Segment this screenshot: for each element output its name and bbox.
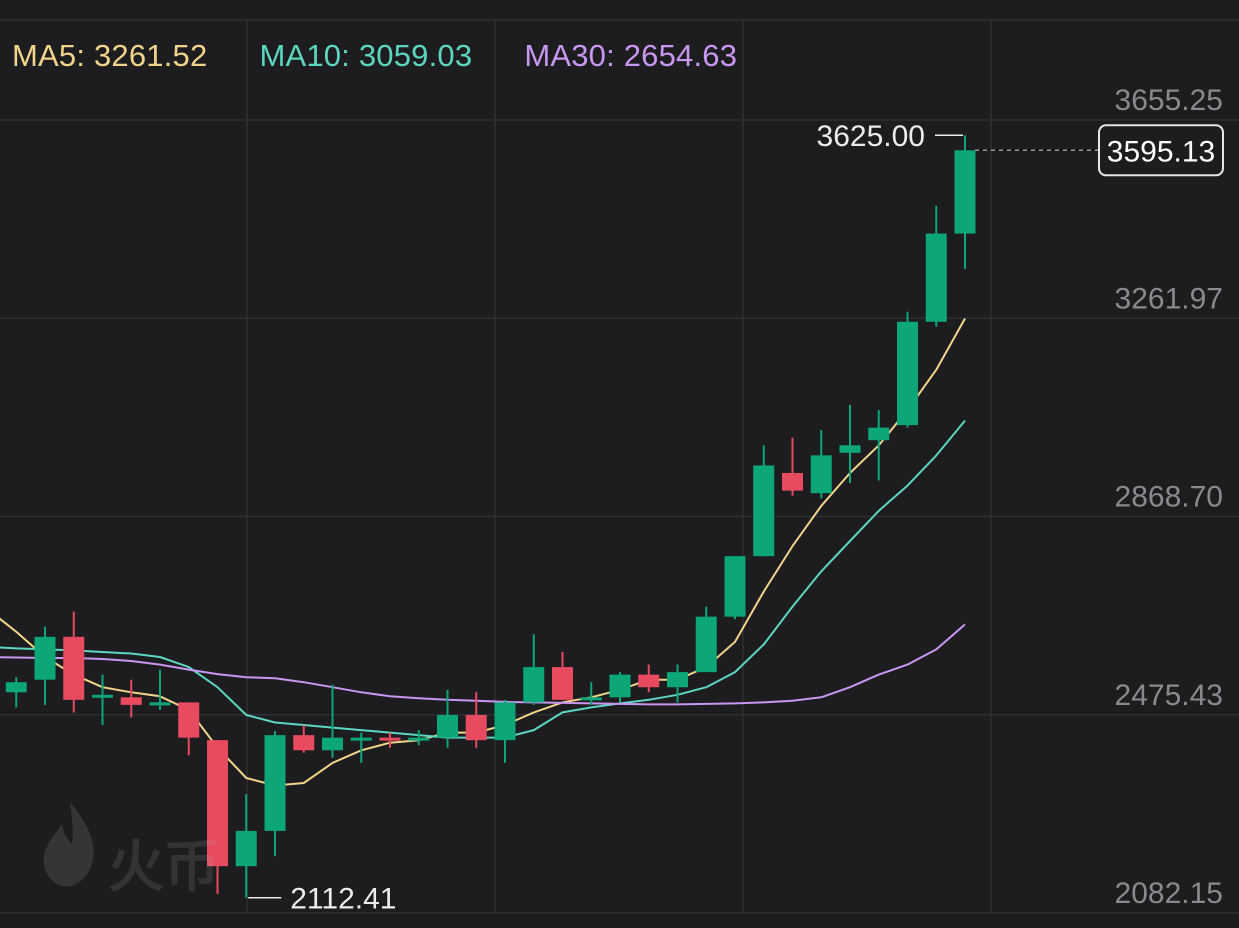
last-price-badge — [1098, 124, 1224, 177]
candle-body — [954, 150, 976, 234]
candle-body — [810, 455, 832, 494]
candle-body — [925, 233, 947, 322]
chart-grid — [0, 19, 1239, 914]
candle-body — [5, 682, 27, 693]
ma-legend: MA5: 3261.52 MA10: 3059.03 MA30: 2654.63 — [12, 38, 737, 74]
series-line-ma30 — [0, 623, 966, 706]
candle — [667, 664, 688, 703]
candle — [638, 664, 660, 693]
candle — [5, 677, 27, 708]
candle — [494, 699, 516, 763]
ma30-legend-label: MA30: 2654.63 — [524, 38, 738, 73]
candle — [379, 732, 401, 748]
candle — [34, 626, 56, 705]
candle — [465, 692, 487, 748]
candle-body — [839, 445, 861, 453]
candle-body — [580, 697, 602, 701]
candle-body — [782, 472, 803, 491]
candle — [782, 437, 803, 496]
candle — [839, 404, 861, 484]
last-price-label: 3595.13 — [1107, 135, 1215, 168]
candle — [868, 409, 890, 481]
candle-body — [724, 556, 746, 617]
candle — [408, 730, 430, 746]
y-tick-label: 2475.43 — [1115, 679, 1223, 712]
candle — [235, 794, 257, 898]
candle — [149, 669, 171, 710]
candle — [437, 689, 458, 748]
candle — [552, 651, 573, 700]
candle — [207, 740, 228, 894]
candle-body — [523, 667, 545, 703]
candle-body — [437, 714, 458, 738]
candle — [293, 725, 315, 753]
candle-body — [494, 702, 516, 741]
candle — [264, 731, 286, 857]
candle — [695, 606, 717, 673]
candle-body — [293, 735, 315, 751]
candle-body — [63, 636, 85, 700]
candle-body — [465, 714, 487, 741]
candle-body — [207, 740, 228, 867]
candle — [120, 679, 142, 718]
candle-body — [552, 667, 573, 700]
candle — [523, 634, 545, 705]
y-tick-label: 3261.97 — [1115, 282, 1223, 315]
candle — [63, 611, 85, 713]
candle — [92, 674, 113, 726]
candle — [897, 311, 918, 428]
candle — [810, 430, 832, 499]
candle — [580, 682, 602, 705]
candle-body — [408, 737, 430, 741]
candles-group — [5, 135, 976, 898]
price-markers: 3625.00 2112.41 3595.13 — [248, 120, 1224, 916]
y-tick-label: 2082.15 — [1115, 877, 1223, 910]
candle — [322, 684, 343, 758]
candle — [350, 732, 372, 763]
candle-body — [667, 672, 688, 688]
candle — [925, 205, 947, 327]
candle-body — [235, 830, 257, 867]
candle-body — [178, 702, 200, 738]
ma10-legend-label: MA10: 3059.03 — [259, 38, 473, 73]
candle-body — [120, 697, 142, 705]
y-tick-label: 3655.25 — [1115, 84, 1223, 117]
candle-body — [264, 735, 286, 831]
candle — [178, 702, 200, 756]
y-axis-labels: 3655.25 3261.97 2868.70 2475.43 2082.15 — [1115, 84, 1223, 910]
candle-body — [753, 465, 775, 557]
flame-logo-icon — [43, 802, 94, 887]
candle-body — [92, 694, 113, 698]
ma5-legend-label: MA5: 3261.52 — [12, 38, 208, 73]
candle-body — [609, 674, 631, 698]
candle-body — [350, 737, 372, 741]
candle — [609, 672, 631, 703]
candle-body — [322, 737, 343, 751]
candle — [954, 135, 976, 269]
max-price-label: 3625.00 — [817, 120, 925, 153]
candle-body — [379, 737, 401, 741]
candle-body — [695, 616, 717, 673]
watermark-text: 火币 — [108, 835, 220, 898]
candle-body — [868, 427, 890, 441]
min-price-label: 2112.41 — [290, 883, 396, 916]
candle — [724, 556, 746, 620]
y-tick-label: 2868.70 — [1115, 481, 1223, 514]
candle-body — [34, 636, 56, 680]
candle-body — [897, 321, 918, 426]
candle-body — [149, 702, 171, 706]
candle-body — [638, 674, 660, 688]
candle — [753, 445, 775, 557]
